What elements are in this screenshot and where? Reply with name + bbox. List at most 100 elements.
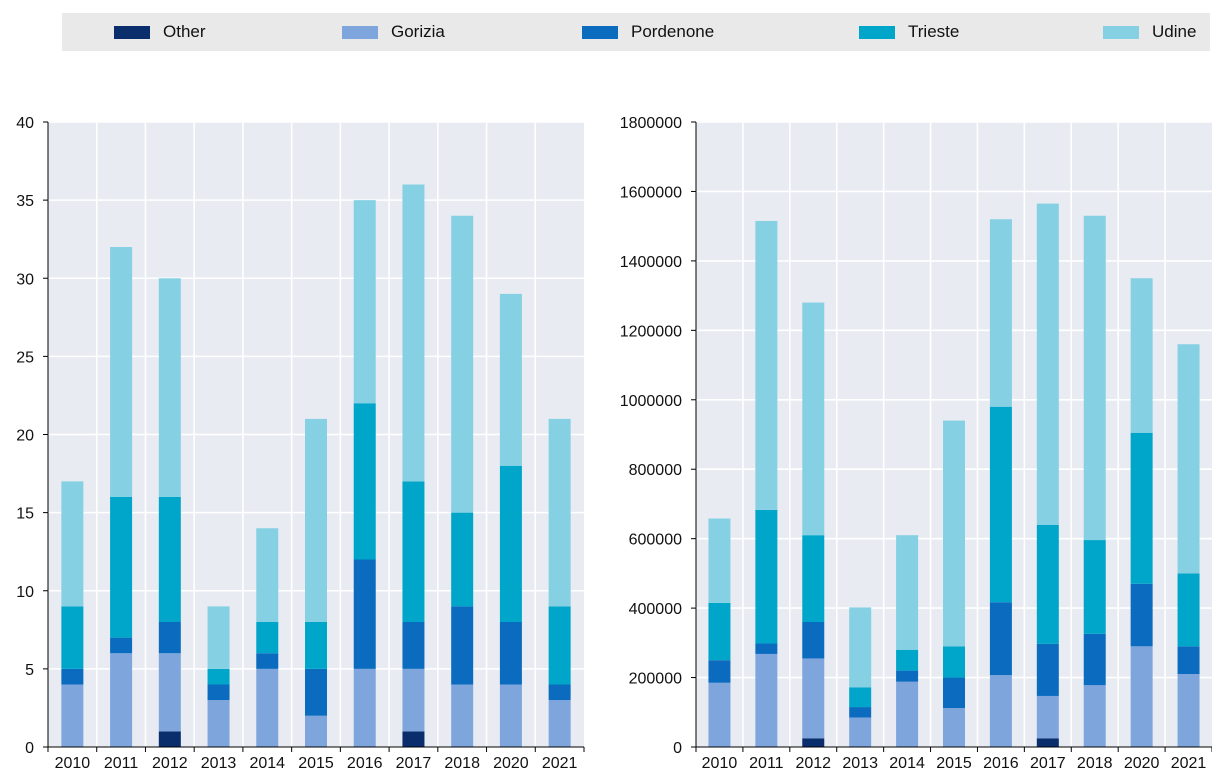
legend-item-other: Other bbox=[114, 13, 206, 51]
left-bar-trieste-2021 bbox=[548, 606, 571, 685]
right-bar-udine-2020 bbox=[1130, 278, 1153, 433]
right-x-tick-label: 2018 bbox=[1077, 755, 1113, 772]
legend-label-trieste: Trieste bbox=[908, 22, 960, 41]
left-bar-trieste-2012 bbox=[158, 497, 181, 622]
left-bar-gorizia-2013 bbox=[207, 700, 230, 747]
right-bar-gorizia-2011 bbox=[755, 653, 778, 747]
left-y-tick-label: 35 bbox=[16, 193, 34, 210]
left-bar-gorizia-2016 bbox=[353, 668, 376, 747]
right-bar-udine-2016 bbox=[989, 219, 1012, 407]
left-x-tick-label: 2011 bbox=[104, 755, 139, 772]
left-bar-udine-2016 bbox=[353, 200, 376, 404]
right-bar-gorizia-2013 bbox=[849, 717, 872, 747]
right-x-tick-label: 2021 bbox=[1171, 755, 1207, 772]
left-bar-pordenone-2021 bbox=[548, 684, 571, 701]
left-x-tick-label: 2021 bbox=[542, 755, 578, 772]
left-bar-pordenone-2020 bbox=[499, 622, 522, 685]
right-bar-udine-2014 bbox=[896, 535, 919, 650]
left-bar-pordenone-2013 bbox=[207, 684, 230, 701]
left-x-tick-label: 2016 bbox=[347, 755, 383, 772]
right-bar-trieste-2010 bbox=[708, 602, 731, 661]
right-bar-gorizia-2018 bbox=[1083, 685, 1106, 747]
right-bar-trieste-2021 bbox=[1177, 573, 1200, 647]
legend-swatch-other bbox=[114, 25, 150, 39]
left-bar-gorizia-2010 bbox=[61, 684, 84, 747]
right-bar-other-2012 bbox=[802, 738, 825, 747]
right-y-tick-label: 1400000 bbox=[620, 254, 682, 271]
left-x-tick-label: 2010 bbox=[55, 755, 91, 772]
left-bar-trieste-2016 bbox=[353, 403, 376, 560]
right-bar-udine-2015 bbox=[943, 420, 965, 647]
right-bar-pordenone-2010 bbox=[708, 660, 731, 683]
left-y-tick-label: 15 bbox=[16, 506, 34, 523]
left-bar-gorizia-2020 bbox=[499, 684, 522, 747]
left-y-tick-label: 40 bbox=[16, 115, 34, 132]
left-bar-trieste-2013 bbox=[207, 668, 230, 685]
legend-item-pordenone: Pordenone bbox=[582, 13, 714, 51]
right-bar-pordenone-2015 bbox=[943, 677, 965, 709]
right-x-tick-label: 2017 bbox=[1030, 755, 1066, 772]
right-y-tick-label: 200000 bbox=[629, 671, 682, 688]
right-bar-udine-2010 bbox=[708, 518, 731, 603]
legend-swatch-trieste bbox=[859, 25, 895, 39]
right-x-tick-label: 2011 bbox=[749, 755, 784, 772]
right-bar-udine-2017 bbox=[1036, 203, 1059, 525]
left-bar-gorizia-2014 bbox=[256, 668, 279, 747]
left-bar-trieste-2014 bbox=[256, 622, 279, 654]
right-x-tick-label: 2015 bbox=[936, 755, 972, 772]
left-bar-udine-2013 bbox=[207, 606, 230, 669]
left-bar-pordenone-2012 bbox=[158, 622, 181, 654]
left-x-tick-label: 2012 bbox=[152, 755, 188, 772]
right-bar-gorizia-2015 bbox=[943, 708, 965, 747]
right-y-tick-label: 0 bbox=[673, 740, 682, 757]
left-bar-udine-2011 bbox=[110, 247, 133, 497]
right-bar-udine-2012 bbox=[802, 302, 825, 536]
right-y-tick-label: 600000 bbox=[629, 532, 682, 549]
right-bar-gorizia-2021 bbox=[1177, 674, 1200, 747]
right-bar-trieste-2014 bbox=[896, 649, 919, 671]
left-y-tick-label: 5 bbox=[25, 662, 34, 679]
right-bar-pordenone-2017 bbox=[1036, 643, 1059, 696]
right-bar-trieste-2012 bbox=[802, 535, 825, 622]
left-bar-trieste-2010 bbox=[61, 606, 84, 669]
left-x-tick-label: 2015 bbox=[298, 755, 334, 772]
right-bar-pordenone-2020 bbox=[1130, 583, 1153, 647]
left-bar-gorizia-2012 bbox=[158, 653, 181, 732]
left-bar-pordenone-2014 bbox=[256, 653, 279, 669]
left-bar-pordenone-2017 bbox=[402, 622, 425, 669]
right-bar-other-2017 bbox=[1036, 738, 1059, 747]
legend-label-other: Other bbox=[163, 22, 206, 41]
right-y-tick-label: 400000 bbox=[629, 601, 682, 618]
left-bar-gorizia-2011 bbox=[110, 653, 133, 747]
left-x-tick-label: 2017 bbox=[396, 755, 432, 772]
chart-legend: Other Gorizia Pordenone Trieste Udine bbox=[62, 13, 1210, 51]
right-bar-trieste-2015 bbox=[943, 646, 965, 678]
left-x-tick-label: 2020 bbox=[493, 755, 529, 772]
left-bar-trieste-2011 bbox=[110, 497, 133, 638]
right-y-tick-label: 800000 bbox=[629, 462, 682, 479]
right-x-tick-label: 2016 bbox=[983, 755, 1019, 772]
legend-swatch-udine bbox=[1103, 25, 1139, 39]
legend-item-udine: Udine bbox=[1103, 13, 1196, 51]
right-y-tick-label: 1800000 bbox=[620, 115, 682, 132]
left-bar-pordenone-2010 bbox=[61, 668, 84, 685]
legend-label-gorizia: Gorizia bbox=[391, 22, 445, 41]
right-x-tick-label: 2020 bbox=[1124, 755, 1160, 772]
left-bar-pordenone-2018 bbox=[451, 606, 474, 685]
left-bar-trieste-2018 bbox=[451, 512, 474, 607]
right-bar-gorizia-2010 bbox=[708, 682, 731, 747]
right-bar-pordenone-2014 bbox=[896, 670, 919, 682]
right-y-tick-label: 1000000 bbox=[620, 393, 682, 410]
left-bar-trieste-2017 bbox=[402, 481, 425, 622]
right-bar-pordenone-2011 bbox=[755, 643, 778, 654]
right-bar-pordenone-2016 bbox=[989, 602, 1012, 676]
right-bar-pordenone-2012 bbox=[802, 622, 825, 659]
right-bar-gorizia-2017 bbox=[1036, 695, 1059, 739]
right-y-tick-label: 1600000 bbox=[620, 184, 682, 201]
left-bar-udine-2017 bbox=[402, 184, 425, 482]
legend-swatch-pordenone bbox=[582, 25, 618, 39]
right-bar-udine-2011 bbox=[755, 220, 778, 510]
right-bar-pordenone-2013 bbox=[849, 707, 872, 718]
left-bar-pordenone-2016 bbox=[353, 559, 376, 669]
right-bar-trieste-2011 bbox=[755, 509, 778, 644]
